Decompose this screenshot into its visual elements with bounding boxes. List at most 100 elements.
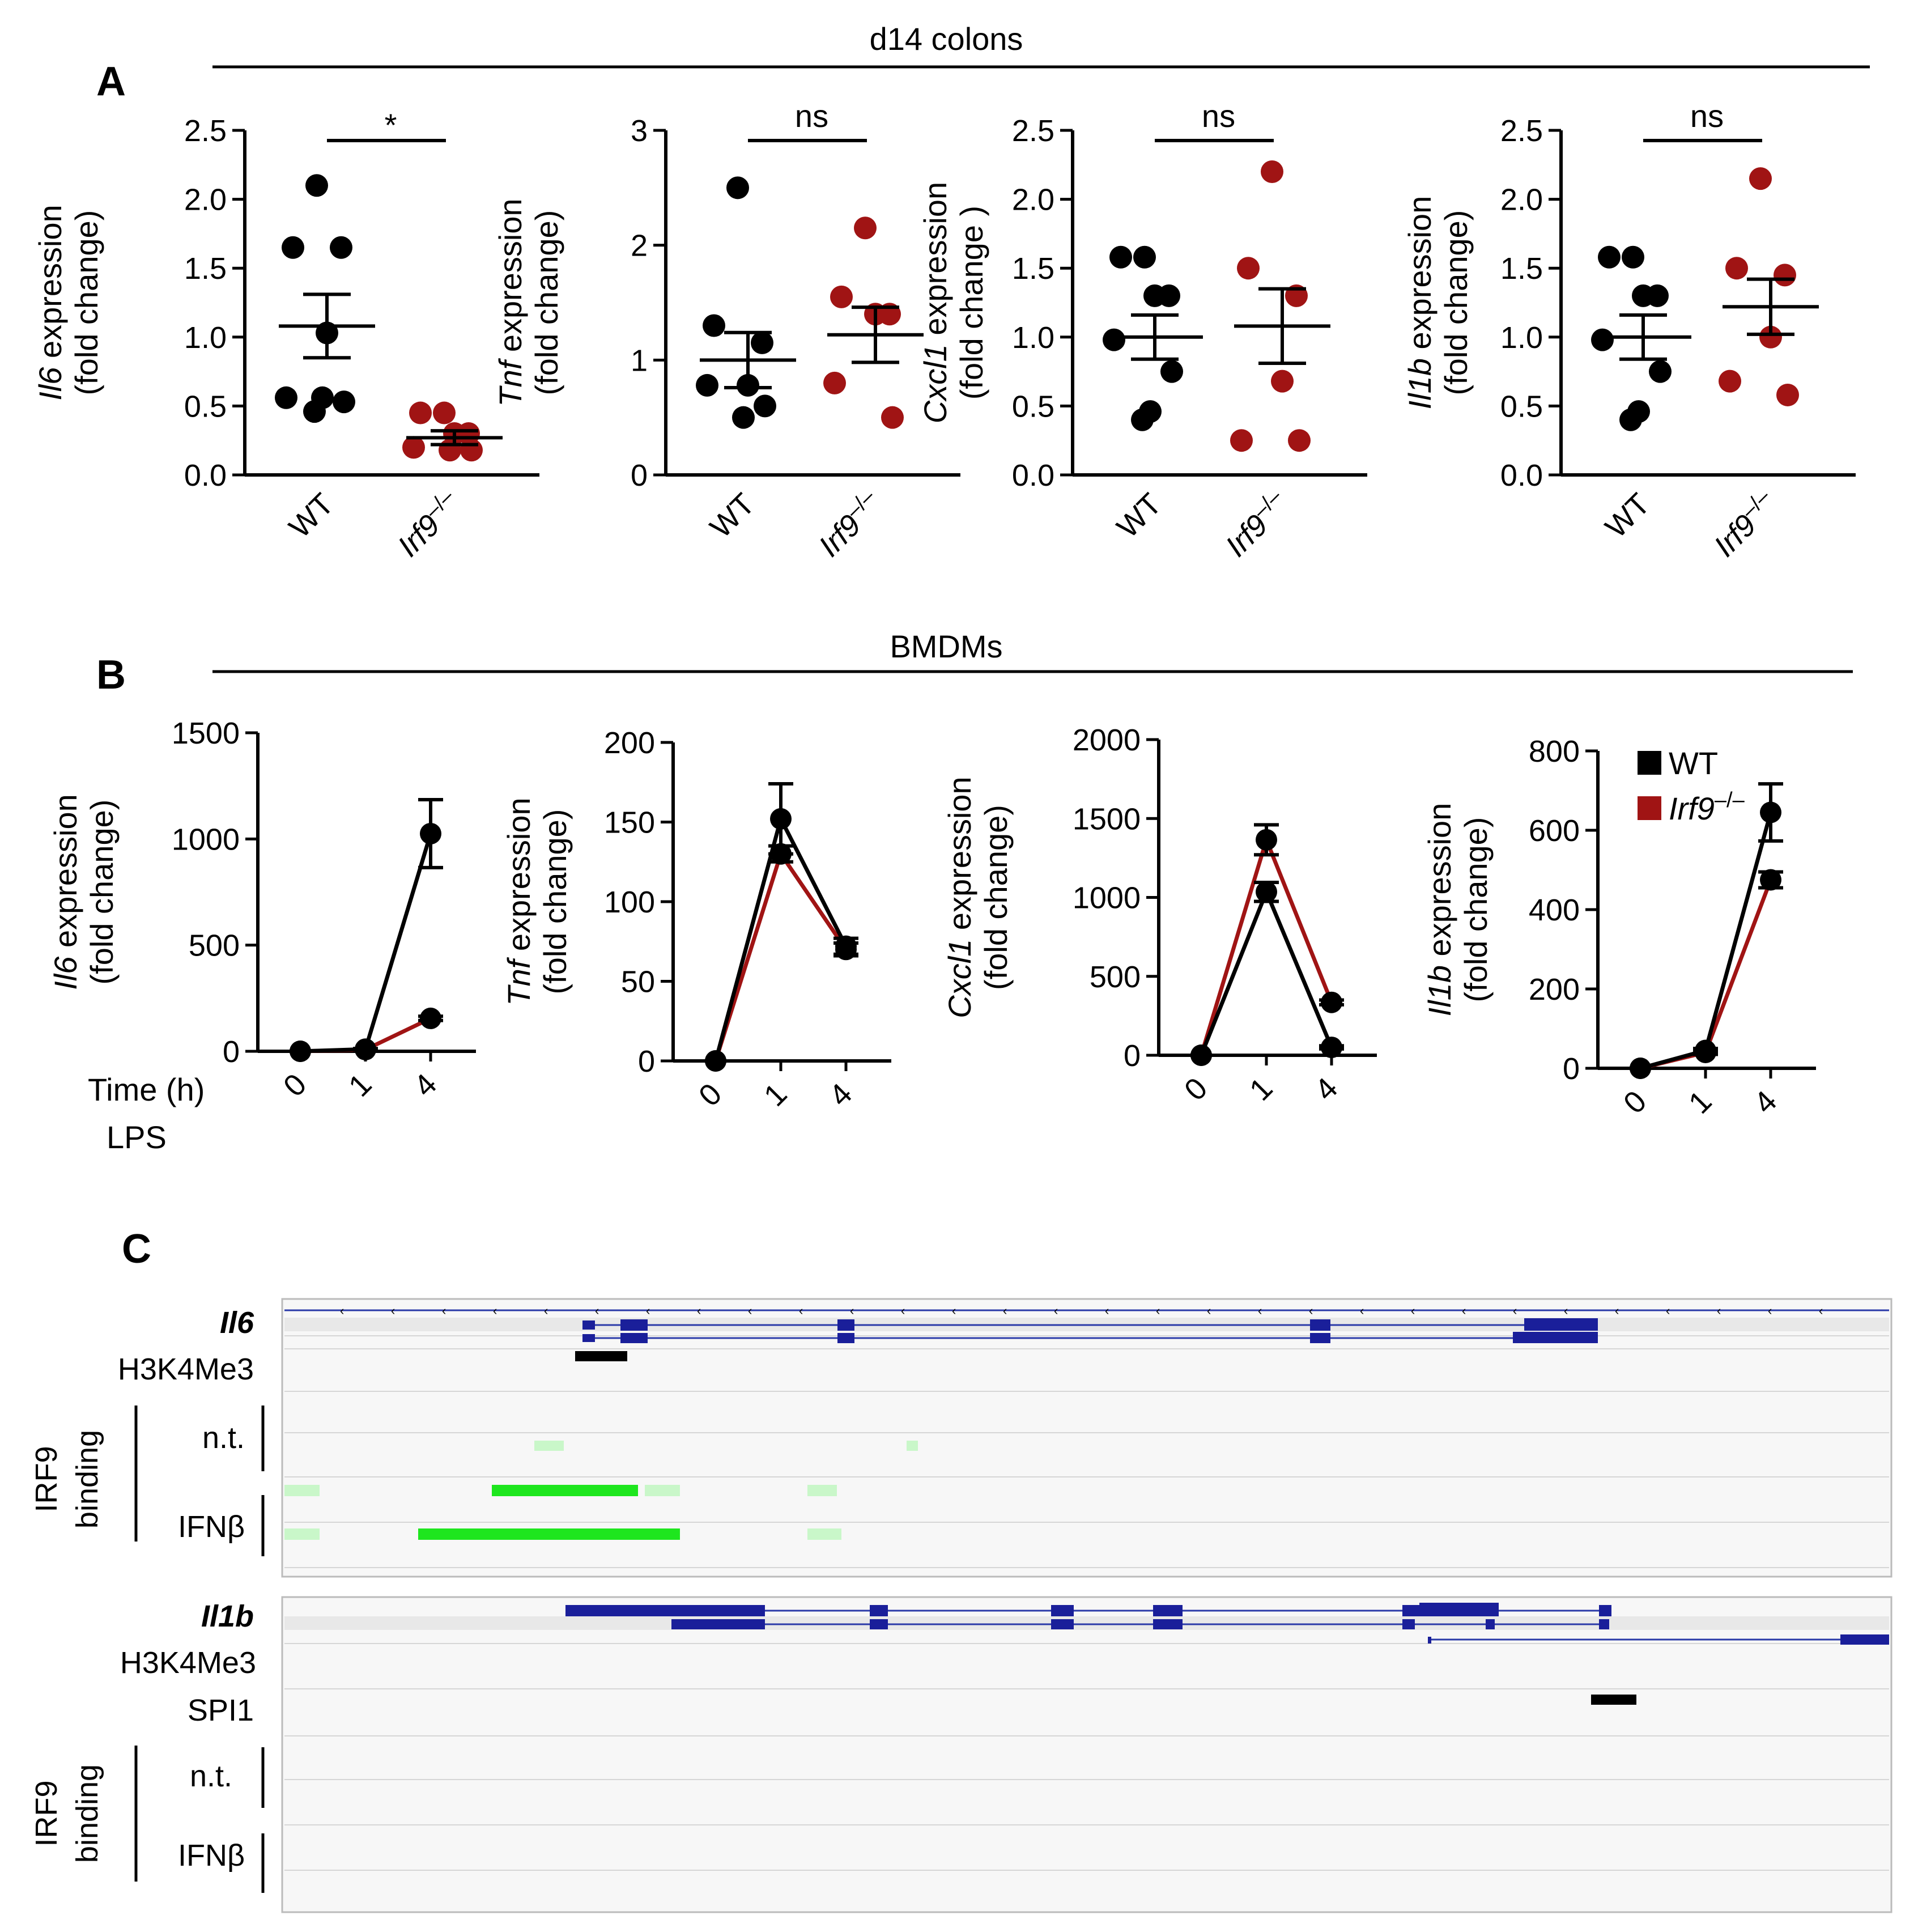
y-tick-label: 150 [604,806,655,840]
data-point [1256,881,1277,903]
svg-text:‹: ‹ [1411,1303,1415,1318]
x-tick-label: 4 [1747,1084,1784,1120]
data-point [830,285,853,308]
y-tick-label: 1500 [1073,802,1141,836]
il1b-binding-label: binding [70,1764,104,1863]
data-point [696,373,718,397]
data-point [1190,1044,1212,1066]
y-axis-label: Il6 expression [48,794,83,990]
data-point [1288,429,1311,452]
x-tick-label: WT [1111,487,1168,545]
y-tick-label: 1000 [1073,881,1141,915]
legend-wt-label: WT [1669,745,1718,781]
il6-h3k4me3-label: H3K4Me3 [118,1352,254,1386]
data-point [330,236,352,259]
data-point [305,174,328,197]
y-axis-label: Il6 expression [32,205,68,401]
series-line-wt [1199,886,1334,1056]
il6-irf9-label: IRF9 [29,1446,63,1512]
y-tick-label: 100 [604,885,655,919]
data-point [1619,408,1642,431]
svg-text:‹: ‹ [1003,1303,1007,1318]
x-tick-label: Irf9–/– [1217,485,1296,563]
y-tick-label: 0.5 [1500,389,1543,423]
y-tick-label: 2.5 [1012,114,1054,148]
data-point [823,371,846,394]
data-point [433,401,456,424]
svg-text:‹: ‹ [1615,1303,1619,1318]
y-tick-label: 2000 [1073,723,1141,757]
y-axis-label: Cxcl1 expression [942,776,977,1018]
data-point [1143,284,1166,307]
svg-text:‹: ‹ [442,1303,446,1318]
data-point [854,216,877,240]
data-point [333,390,355,414]
legend-irf9-label: Irf9–/– [1669,788,1745,826]
x-tick-label: Irf9–/– [810,485,889,563]
data-point [1759,325,1782,349]
data-point [1591,328,1614,351]
data-point [1630,1058,1651,1079]
significance-label: ns [1202,98,1235,134]
svg-text:‹: ‹ [1717,1303,1721,1318]
x-tick-label: 1 [1243,1071,1279,1107]
browser-frame-il1b [281,1596,1893,1913]
scatter-plot-il6: 0.0 0.5 1.0 1.5 2.0 2.5 Il6 expression (fold ch… [32,107,539,563]
y-tick-label: 800 [1529,734,1580,768]
y-tick-label: 0 [1563,1052,1580,1086]
y-axis-label-units: (fold change) [69,210,104,396]
data-point [703,314,725,337]
data-point [1760,801,1781,823]
y-tick-label: 2.5 [1500,114,1543,148]
data-point [726,176,749,199]
data-point [1271,370,1294,393]
data-point [1774,264,1796,287]
data-point [1760,869,1781,891]
y-tick-label: 0 [1124,1039,1141,1073]
data-point [1649,360,1672,383]
il1b-gene-label: Il1b [201,1599,254,1633]
y-tick-label: 200 [1529,973,1580,1007]
series-line-wt [300,833,433,1054]
gene-track-band-il1b [284,1616,1889,1630]
data-point [1160,360,1183,383]
data-point [420,1007,441,1029]
y-axis-label-units: (fold change) [1458,817,1494,1003]
data-point [420,822,441,844]
y-tick-label: 1.5 [1012,252,1054,286]
il1b-h3k4me3-label: H3K4Me3 [120,1646,256,1680]
data-point [1321,1037,1342,1059]
data-point [460,439,483,462]
y-tick-label: 0.0 [1500,458,1543,492]
il1b-ifnb-label: IFNβ [178,1838,245,1872]
svg-text:‹: ‹ [646,1303,650,1318]
y-axis-label: Cxcl1 expression [917,182,953,423]
significance-label: * [385,107,397,143]
y-tick-label: 500 [1090,960,1141,994]
svg-text:‹: ‹ [748,1303,752,1318]
y-tick-label: 200 [604,726,655,760]
data-point [881,406,904,429]
x-tick-label: Irf9–/– [389,485,468,563]
svg-text:‹: ‹ [1360,1303,1364,1318]
svg-text:‹: ‹ [1258,1303,1262,1318]
svg-text:‹: ‹ [1309,1303,1313,1318]
svg-text:‹: ‹ [391,1303,395,1318]
data-point [1725,257,1748,280]
series-line-irf9 [1199,834,1334,1056]
y-tick-label: 0.0 [184,458,227,492]
data-point [751,331,773,354]
x-tick-label: 1 [342,1067,379,1103]
x-tick-label: 0 [1178,1071,1214,1107]
genome-browser-il1b [281,1596,1893,1913]
x-tick-label: 4 [823,1077,859,1113]
data-point [1695,1039,1716,1061]
x-tick-label: 1 [758,1077,794,1113]
data-point [303,400,326,423]
data-point [290,1041,311,1062]
